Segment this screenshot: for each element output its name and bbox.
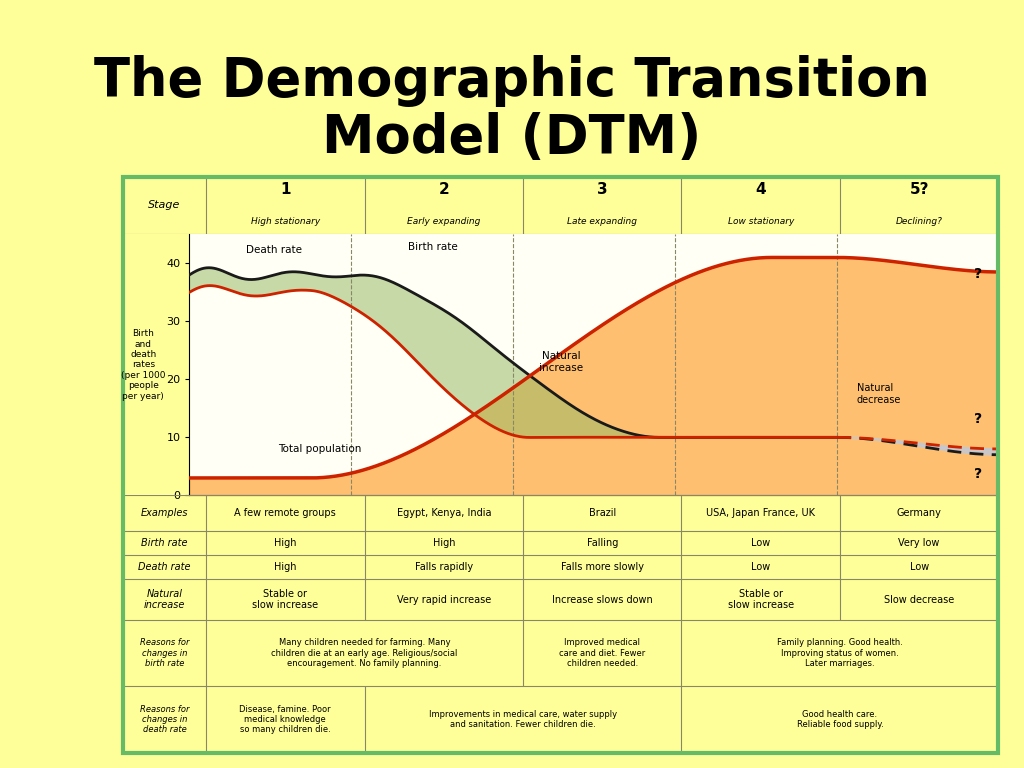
Text: Low: Low <box>751 538 770 548</box>
Text: Very rapid increase: Very rapid increase <box>396 594 490 604</box>
Text: Late expanding: Late expanding <box>567 217 637 226</box>
Text: Falls rapidly: Falls rapidly <box>415 562 473 572</box>
Text: Reasons for
changes in
death rate: Reasons for changes in death rate <box>139 704 189 734</box>
Text: Egypt, Kenya, India: Egypt, Kenya, India <box>396 508 492 518</box>
Text: Improvements in medical care, water supply
and sanitation. Fewer children die.: Improvements in medical care, water supp… <box>429 710 617 729</box>
Text: Family planning. Good health.
Improving status of women.
Later marriages.: Family planning. Good health. Improving … <box>777 638 903 668</box>
Text: Declining?: Declining? <box>896 217 943 226</box>
Text: ?: ? <box>974 266 982 281</box>
Text: Falls more slowly: Falls more slowly <box>561 562 644 572</box>
Text: Reasons for
changes in
birth rate: Reasons for changes in birth rate <box>139 638 189 668</box>
Text: Disease, famine. Poor
medical knowledge
so many children die.: Disease, famine. Poor medical knowledge … <box>240 704 331 734</box>
Text: Model (DTM): Model (DTM) <box>323 112 701 164</box>
Text: 2: 2 <box>438 182 450 197</box>
Text: Falling: Falling <box>587 538 617 548</box>
Text: The Demographic Transition: The Demographic Transition <box>94 55 930 107</box>
Text: 5?: 5? <box>909 182 929 197</box>
Text: Natural
increase: Natural increase <box>540 351 584 372</box>
Text: USA, Japan France, UK: USA, Japan France, UK <box>707 508 815 518</box>
Text: Stage: Stage <box>148 200 180 210</box>
Text: Germany: Germany <box>897 508 942 518</box>
Text: Brazil: Brazil <box>589 508 615 518</box>
Text: Stable or
slow increase: Stable or slow increase <box>252 589 318 611</box>
Text: Very low: Very low <box>898 538 940 548</box>
Text: Birth rate: Birth rate <box>408 242 458 252</box>
Text: Natural
decrease: Natural decrease <box>857 383 901 405</box>
Text: Natural
increase: Natural increase <box>143 589 185 611</box>
Text: High: High <box>274 562 297 572</box>
Text: 4: 4 <box>756 182 766 197</box>
Text: High stationary: High stationary <box>251 217 319 226</box>
Text: A few remote groups: A few remote groups <box>234 508 336 518</box>
Text: Total population: Total population <box>279 444 361 454</box>
Text: Low: Low <box>751 562 770 572</box>
Text: Examples: Examples <box>140 508 188 518</box>
Text: Stable or
slow increase: Stable or slow increase <box>728 589 794 611</box>
Text: Low: Low <box>909 562 929 572</box>
Text: ?: ? <box>974 467 982 481</box>
Text: Early expanding: Early expanding <box>408 217 480 226</box>
Text: ?: ? <box>974 412 982 425</box>
Text: 1: 1 <box>280 182 291 197</box>
Text: Low stationary: Low stationary <box>727 217 794 226</box>
Text: Birth rate: Birth rate <box>141 538 187 548</box>
Text: High: High <box>432 538 455 548</box>
Text: Slow decrease: Slow decrease <box>884 594 954 604</box>
Text: Death rate: Death rate <box>138 562 190 572</box>
Text: Improved medical
care and diet. Fewer
children needed.: Improved medical care and diet. Fewer ch… <box>559 638 645 668</box>
Text: Good health care.
Reliable food supply.: Good health care. Reliable food supply. <box>797 710 884 729</box>
Text: 3: 3 <box>597 182 607 197</box>
Text: Increase slows down: Increase slows down <box>552 594 652 604</box>
Text: High: High <box>274 538 297 548</box>
Text: Many children needed for farming. Many
children die at an early age. Religious/s: Many children needed for farming. Many c… <box>271 638 458 668</box>
Text: Birth
and
death
rates
(per 1000
people
per year): Birth and death rates (per 1000 people p… <box>121 329 166 400</box>
Text: Death rate: Death rate <box>246 244 302 254</box>
